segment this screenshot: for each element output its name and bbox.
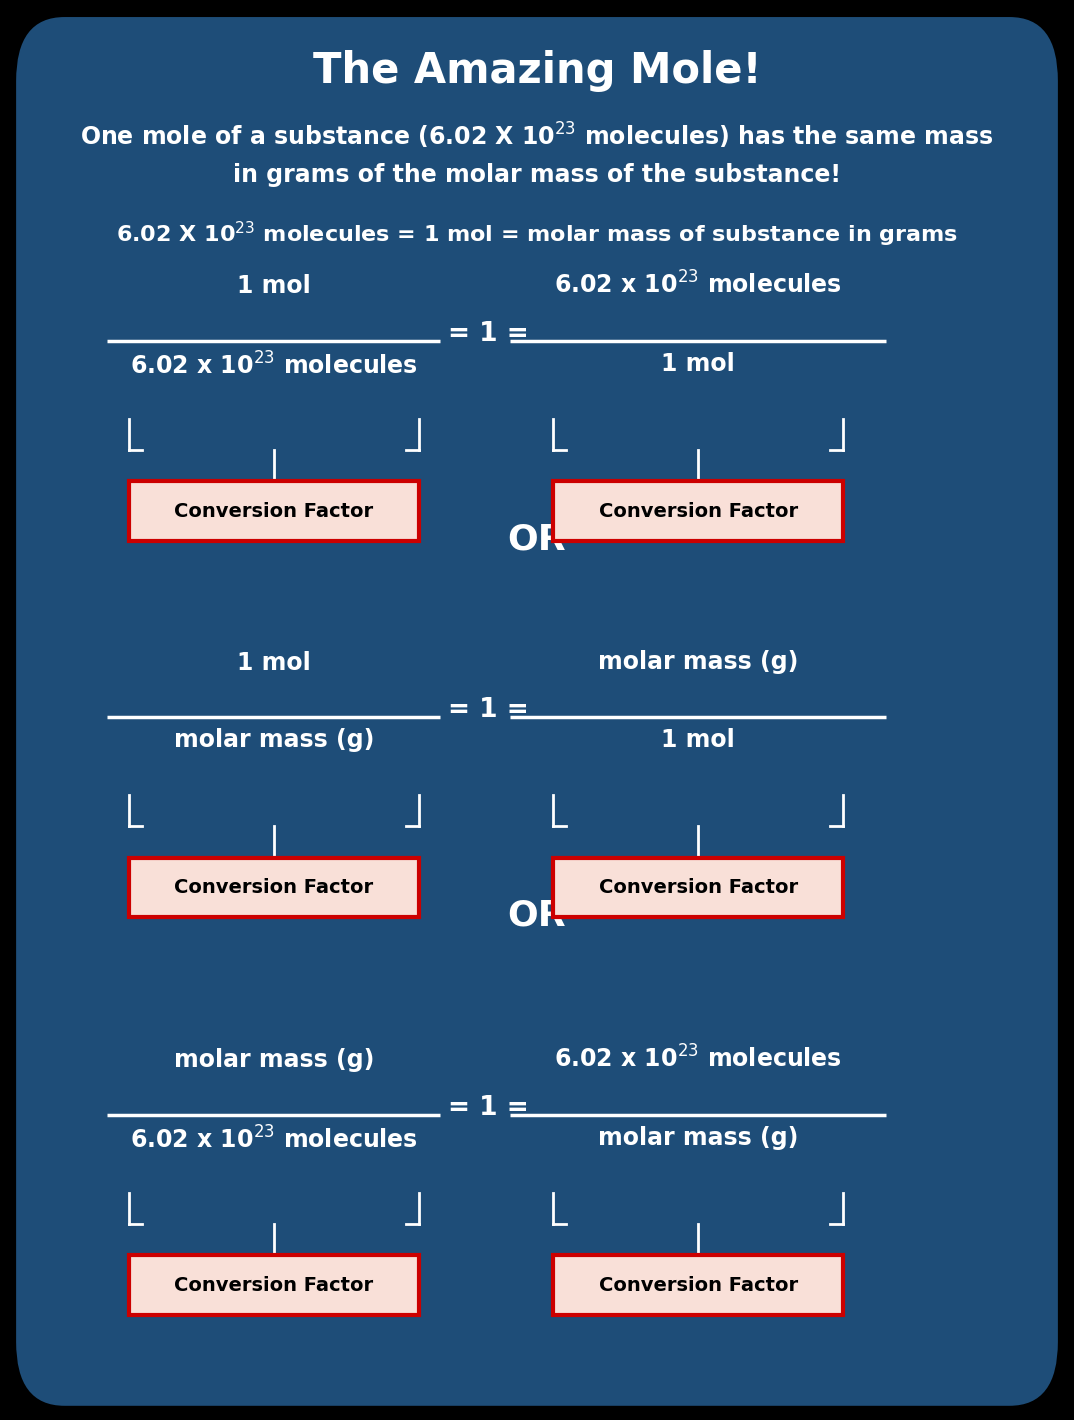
Text: 6.02 x 10$^{23}$ molecules: 6.02 x 10$^{23}$ molecules xyxy=(554,1045,842,1072)
Text: 1 mol: 1 mol xyxy=(662,352,735,376)
Text: Conversion Factor: Conversion Factor xyxy=(598,1275,798,1295)
Text: molar mass (g): molar mass (g) xyxy=(598,1126,798,1150)
Text: Conversion Factor: Conversion Factor xyxy=(174,501,374,521)
FancyBboxPatch shape xyxy=(553,1255,843,1315)
Text: OR: OR xyxy=(508,523,566,557)
Text: 1 mol: 1 mol xyxy=(662,728,735,753)
Text: in grams of the molar mass of the substance!: in grams of the molar mass of the substa… xyxy=(233,163,841,187)
Text: molar mass (g): molar mass (g) xyxy=(174,1048,374,1072)
Text: Conversion Factor: Conversion Factor xyxy=(174,1275,374,1295)
FancyBboxPatch shape xyxy=(129,1255,419,1315)
Text: 6.02 X 10$^{23}$ molecules = 1 mol = molar mass of substance in grams: 6.02 X 10$^{23}$ molecules = 1 mol = mol… xyxy=(116,220,958,250)
Text: 6.02 x 10$^{23}$ molecules: 6.02 x 10$^{23}$ molecules xyxy=(130,1126,418,1153)
Text: = 1 =: = 1 = xyxy=(448,697,529,723)
Text: molar mass (g): molar mass (g) xyxy=(598,650,798,674)
Text: Conversion Factor: Conversion Factor xyxy=(174,878,374,897)
Text: 1 mol: 1 mol xyxy=(237,650,310,674)
Text: 1 mol: 1 mol xyxy=(237,274,310,298)
FancyBboxPatch shape xyxy=(129,481,419,541)
Text: The Amazing Mole!: The Amazing Mole! xyxy=(313,50,761,92)
Text: = 1 =: = 1 = xyxy=(448,321,529,346)
Text: One mole of a substance (6.02 X 10$^{23}$ molecules) has the same mass: One mole of a substance (6.02 X 10$^{23}… xyxy=(81,121,993,151)
FancyBboxPatch shape xyxy=(553,481,843,541)
Text: molar mass (g): molar mass (g) xyxy=(174,728,374,753)
FancyBboxPatch shape xyxy=(553,858,843,917)
FancyBboxPatch shape xyxy=(129,858,419,917)
Text: Conversion Factor: Conversion Factor xyxy=(598,878,798,897)
Text: OR: OR xyxy=(508,899,566,933)
Text: 6.02 x 10$^{23}$ molecules: 6.02 x 10$^{23}$ molecules xyxy=(554,271,842,298)
FancyBboxPatch shape xyxy=(16,17,1058,1406)
Text: = 1 =: = 1 = xyxy=(448,1095,529,1120)
Text: 6.02 x 10$^{23}$ molecules: 6.02 x 10$^{23}$ molecules xyxy=(130,352,418,379)
Text: Conversion Factor: Conversion Factor xyxy=(598,501,798,521)
